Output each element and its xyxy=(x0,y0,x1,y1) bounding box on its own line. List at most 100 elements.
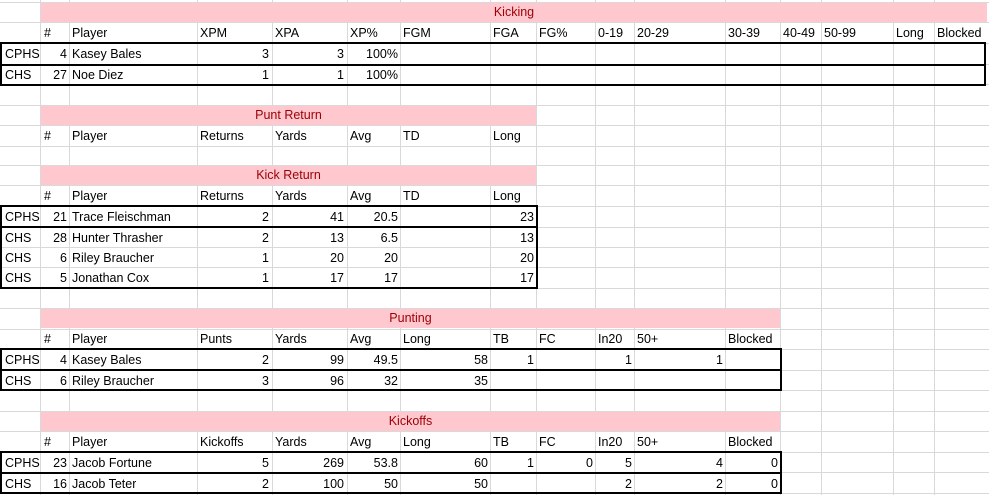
yards-cell[interactable]: 20 xyxy=(330,251,344,265)
yards-cell[interactable]: 96 xyxy=(330,374,344,388)
team-cell[interactable]: CPHS xyxy=(5,47,40,61)
yards-cell[interactable]: 13 xyxy=(330,231,344,245)
kickoffs-header-player: Player xyxy=(72,435,108,449)
number-cell[interactable]: 23 xyxy=(53,456,67,470)
number-cell[interactable]: 27 xyxy=(53,68,67,82)
long-cell[interactable]: 35 xyxy=(474,374,488,388)
avg-cell[interactable]: 50 xyxy=(384,477,398,491)
xpa-cell[interactable]: 1 xyxy=(337,68,344,82)
player-cell[interactable]: Noe Diez xyxy=(72,68,124,82)
kickoffs-cell[interactable]: 5 xyxy=(262,456,269,470)
avg-cell[interactable]: 20.5 xyxy=(373,210,398,224)
yards-cell[interactable]: 269 xyxy=(323,456,344,470)
long-cell[interactable]: 50 xyxy=(474,477,488,491)
xpa-cell[interactable]: 3 xyxy=(337,47,344,61)
kicking-header-fgm: FGM xyxy=(403,26,431,40)
team-cell[interactable]: CHS xyxy=(5,68,32,82)
team-cell[interactable]: CHS xyxy=(5,251,32,265)
in20-cell[interactable]: 5 xyxy=(625,456,632,470)
xpm-cell[interactable]: 1 xyxy=(262,68,269,82)
player-cell[interactable]: Kasey Bales xyxy=(72,353,142,367)
kickoffs-cell[interactable]: 2 xyxy=(262,477,269,491)
punts-cell[interactable]: 2 xyxy=(262,353,269,367)
td-cell[interactable] xyxy=(400,248,488,268)
player-cell[interactable]: Hunter Thrasher xyxy=(72,231,163,245)
team-cell[interactable]: CPHS xyxy=(5,210,40,224)
tb-cell[interactable] xyxy=(490,474,534,494)
xp-pct-cell[interactable]: 100% xyxy=(366,68,398,82)
returns-cell[interactable]: 1 xyxy=(262,271,269,285)
number-cell[interactable]: 6 xyxy=(60,251,67,265)
fifty-plus-cell[interactable]: 1 xyxy=(716,353,723,367)
number-cell[interactable]: 4 xyxy=(60,47,67,61)
yards-cell[interactable]: 17 xyxy=(330,271,344,285)
number-cell[interactable]: 16 xyxy=(53,477,67,491)
in20-cell[interactable] xyxy=(595,371,632,391)
long-cell[interactable]: 20 xyxy=(520,251,534,265)
long-cell[interactable]: 17 xyxy=(520,271,534,285)
number-cell[interactable]: 21 xyxy=(53,210,67,224)
fifty-plus-cell[interactable]: 2 xyxy=(716,477,723,491)
long-cell[interactable]: 23 xyxy=(520,210,534,224)
number-cell[interactable]: 5 xyxy=(60,271,67,285)
tb-cell[interactable]: 1 xyxy=(527,353,534,367)
kick-return-title-band: Kick Return xyxy=(41,166,536,185)
player-cell[interactable]: Riley Braucher xyxy=(72,374,154,388)
fc-cell[interactable] xyxy=(536,474,593,494)
returns-cell[interactable]: 2 xyxy=(262,210,269,224)
avg-cell[interactable]: 20 xyxy=(384,251,398,265)
avg-cell[interactable]: 32 xyxy=(384,374,398,388)
yards-cell[interactable]: 99 xyxy=(330,353,344,367)
player-cell[interactable]: Jacob Fortune xyxy=(72,456,152,470)
fc-cell[interactable] xyxy=(536,350,593,370)
punts-cell[interactable]: 3 xyxy=(262,374,269,388)
avg-cell[interactable]: 6.5 xyxy=(380,231,398,245)
yards-cell[interactable]: 100 xyxy=(323,477,344,491)
punt-return-header-returns: Returns xyxy=(200,129,244,143)
player-cell[interactable]: Riley Braucher xyxy=(72,251,154,265)
kickoffs-header-blocked: Blocked xyxy=(728,435,773,449)
in20-cell[interactable]: 1 xyxy=(625,353,632,367)
team-cell[interactable]: CHS xyxy=(5,477,32,491)
blocked-cell[interactable] xyxy=(725,371,778,391)
long-cell[interactable]: 58 xyxy=(474,353,488,367)
avg-cell[interactable]: 17 xyxy=(384,271,398,285)
kick-return-header-long: Long xyxy=(493,189,521,203)
td-cell[interactable] xyxy=(400,207,488,227)
kicking-header-xpm: XPM xyxy=(200,26,228,40)
td-cell[interactable] xyxy=(400,228,488,248)
team-cell[interactable]: CPHS xyxy=(5,353,40,367)
xp-pct-cell[interactable]: 100% xyxy=(366,47,398,61)
avg-cell[interactable]: 49.5 xyxy=(373,353,398,367)
player-cell[interactable]: Jacob Teter xyxy=(72,477,137,491)
fifty-plus-cell[interactable] xyxy=(634,371,723,391)
blocked-cell[interactable]: 0 xyxy=(771,477,778,491)
player-cell[interactable]: Kasey Bales xyxy=(72,47,142,61)
blocked-cell[interactable] xyxy=(725,350,778,370)
avg-cell[interactable]: 53.8 xyxy=(373,456,398,470)
kicking-header-long: Long xyxy=(896,26,924,40)
xpm-cell[interactable]: 3 xyxy=(262,47,269,61)
returns-cell[interactable]: 1 xyxy=(262,251,269,265)
td-cell[interactable] xyxy=(400,268,488,288)
player-cell[interactable]: Trace Fleischman xyxy=(72,210,171,224)
number-cell[interactable]: 6 xyxy=(60,374,67,388)
number-cell[interactable]: 4 xyxy=(60,353,67,367)
team-cell[interactable]: CHS xyxy=(5,231,32,245)
long-cell[interactable]: 13 xyxy=(520,231,534,245)
blocked-cell[interactable]: 0 xyxy=(771,456,778,470)
player-cell[interactable]: Jonathan Cox xyxy=(72,271,150,285)
returns-cell[interactable]: 2 xyxy=(262,231,269,245)
tb-cell[interactable]: 1 xyxy=(527,456,534,470)
number-cell[interactable]: 28 xyxy=(53,231,67,245)
long-cell[interactable]: 60 xyxy=(474,456,488,470)
fc-cell[interactable]: 0 xyxy=(586,456,593,470)
team-cell[interactable]: CPHS xyxy=(5,456,40,470)
team-cell[interactable]: CHS xyxy=(5,374,32,388)
team-cell[interactable]: CHS xyxy=(5,271,32,285)
tb-cell[interactable] xyxy=(490,371,534,391)
in20-cell[interactable]: 2 xyxy=(625,477,632,491)
fc-cell[interactable] xyxy=(536,371,593,391)
fifty-plus-cell[interactable]: 4 xyxy=(716,456,723,470)
yards-cell[interactable]: 41 xyxy=(330,210,344,224)
